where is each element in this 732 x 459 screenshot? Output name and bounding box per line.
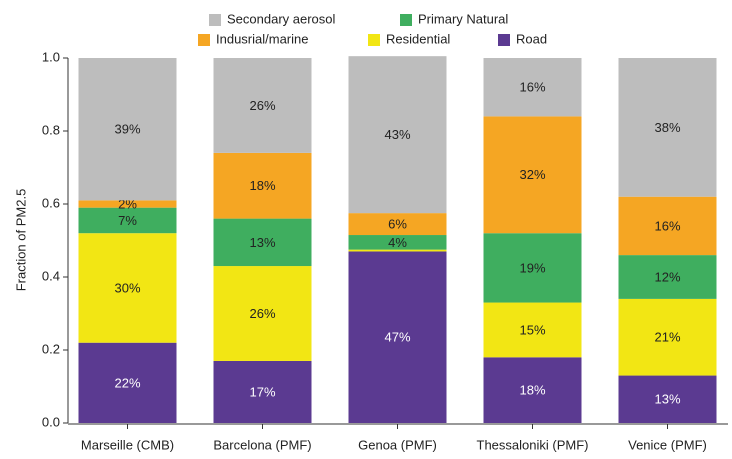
bar-segment [213,218,312,267]
bar-segment [78,207,177,234]
bar-segment [78,58,177,201]
x-tick-label: Venice (PMF) [628,437,707,452]
value-label: 39% [114,122,140,137]
value-label: 17% [249,384,275,399]
x-tick-label: Barcelona (PMF) [213,437,311,452]
bar-segment [483,357,582,423]
bar-segment [618,58,717,197]
legend-swatch [498,34,510,46]
value-label: 13% [654,392,680,407]
bar-segment [213,360,312,423]
legend-label: Indusrial/marine [216,31,309,46]
bar-segment [78,233,177,343]
y-axis-label: Fraction of PM2.5 [13,189,28,292]
y-tick-label: 0.8 [42,122,60,137]
bar-segment [348,235,447,250]
value-label: 15% [519,322,545,337]
y-tick-label: 0.0 [42,414,60,429]
x-tick-label: Thessaloniki (PMF) [477,437,589,452]
bar-segment [213,58,312,153]
x-tick-label: Marseille (CMB) [81,437,174,452]
legend-label: Road [516,31,547,46]
bar-segment [618,375,717,423]
value-label: 16% [519,80,545,95]
value-label: 43% [384,127,410,142]
bar-segment [348,249,447,252]
value-label: 16% [654,218,680,233]
value-label: 18% [519,383,545,398]
x-tick-label: Genoa (PMF) [358,437,437,452]
bar-segment [483,302,582,358]
y-tick-label: 0.4 [42,268,60,283]
bar-segment [618,196,717,256]
legend-label: Primary Natural [418,11,508,26]
value-label: 26% [249,98,275,113]
y-tick-label: 0.6 [42,195,60,210]
bar-segment [348,213,447,236]
value-label: 26% [249,306,275,321]
legend-swatch [368,34,380,46]
bar-segment [213,266,312,361]
bar-segment [348,251,447,423]
value-label: 6% [388,217,407,232]
y-tick-label: 1.0 [42,49,60,64]
bar-segment [483,58,582,117]
legend-label: Secondary aerosol [227,11,336,26]
value-label: 38% [654,120,680,135]
bar-segment [348,56,447,214]
value-label: 4% [388,235,407,250]
value-label: 13% [249,235,275,250]
value-label: 47% [384,330,410,345]
value-label: 22% [114,375,140,390]
legend-swatch [198,34,210,46]
legend-swatch [209,14,221,26]
value-label: 32% [519,167,545,182]
value-label: 21% [654,330,680,345]
value-label: 12% [654,269,680,284]
bar-segment [213,152,312,219]
value-label: 18% [249,178,275,193]
value-label: 7% [118,213,137,228]
value-label: 19% [519,260,545,275]
value-label: 30% [114,280,140,295]
bar-segment [618,298,717,376]
bar-segment [483,116,582,234]
bar-segment [483,233,582,303]
y-tick-label: 0.2 [42,341,60,356]
bar-segment [78,200,177,208]
legend-swatch [400,14,412,26]
bar-segment [618,255,717,299]
legend-label: Residential [386,31,450,46]
bar-segment [78,342,177,423]
